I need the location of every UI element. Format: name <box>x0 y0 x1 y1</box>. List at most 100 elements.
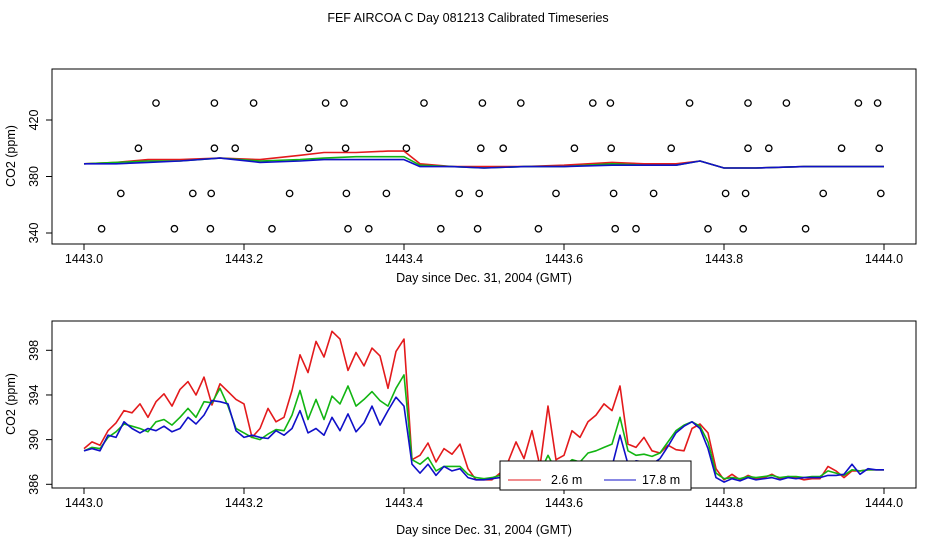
top-x-axis-label: Day since Dec. 31, 2004 (GMT) <box>396 271 572 285</box>
top-y-tick-label: 340 <box>27 223 41 244</box>
scatter-marker <box>873 99 882 107</box>
top-y-tick-label: 380 <box>27 166 41 187</box>
scatter-marker <box>837 144 846 153</box>
top-line-layer <box>83 150 884 169</box>
bottom-x-axis: 1443.0 1443.2 1443.4 1443.6 1443.8 1444.0 <box>65 487 903 510</box>
top-plot-frame <box>51 68 917 245</box>
bottom-y-tick-label: 390 <box>27 429 41 450</box>
bottom-series-line-s1 <box>83 330 884 481</box>
scatter-marker <box>207 189 216 198</box>
scatter-marker <box>649 189 658 198</box>
bottom-x-tick-label: 1443.2 <box>225 496 263 510</box>
scatter-marker <box>341 144 350 153</box>
scatter-marker <box>876 189 885 198</box>
scatter-marker <box>632 224 640 233</box>
scatter-marker <box>516 99 525 107</box>
bottom-panel: 1443.0 1443.2 1443.4 1443.6 1443.8 1444.0 386… <box>4 320 917 537</box>
scatter-marker <box>436 224 445 233</box>
scatter-marker <box>268 224 276 233</box>
scatter-marker <box>364 224 373 233</box>
scatter-marker <box>210 144 219 153</box>
scatter-marker <box>854 99 863 107</box>
top-series-line-blue <box>84 157 884 169</box>
top-y-axis: 340 380 420 <box>27 110 52 244</box>
scatter-marker <box>552 189 560 198</box>
scatter-marker <box>667 144 676 153</box>
scatter-marker <box>340 99 348 107</box>
scatter-marker <box>152 99 160 107</box>
scatter-marker <box>744 144 752 153</box>
scatter-marker <box>402 144 411 153</box>
scatter-marker <box>607 144 616 153</box>
bottom-plot-frame <box>51 320 917 489</box>
scatter-marker <box>475 189 484 198</box>
scatter-marker <box>231 144 240 153</box>
scatter-marker <box>188 189 197 198</box>
scatter-marker <box>606 99 615 107</box>
scatter-marker <box>721 189 730 198</box>
scatter-marker <box>206 224 215 233</box>
bottom-line-layer <box>83 330 884 483</box>
scatter-marker <box>819 189 828 198</box>
top-y-axis-label: CO2 (ppm) <box>4 125 18 187</box>
bottom-x-tick-label: 1443.8 <box>705 496 743 510</box>
scatter-marker <box>478 99 487 107</box>
scatter-marker <box>210 99 219 107</box>
scatter-marker <box>741 189 750 198</box>
scatter-marker <box>704 224 712 233</box>
bottom-y-axis: 386 390 394 398 <box>27 340 52 495</box>
scatter-marker <box>476 144 485 153</box>
top-x-tick-label: 1443.6 <box>545 252 583 266</box>
scatter-marker <box>588 99 597 107</box>
top-x-tick-label: 1443.2 <box>225 252 263 266</box>
scatter-marker <box>534 224 543 233</box>
scatter-marker <box>249 99 258 107</box>
top-x-tick-label: 1443.0 <box>65 252 103 266</box>
top-x-tick-label: 1443.4 <box>385 252 423 266</box>
legend-label-2-6m: 2.6 m <box>551 473 582 487</box>
scatter-marker <box>285 189 294 198</box>
bottom-x-tick-label: 1444.0 <box>865 496 903 510</box>
scatter-marker <box>134 144 143 153</box>
scatter-marker <box>685 99 694 107</box>
bottom-x-tick-label: 1443.6 <box>545 496 583 510</box>
bottom-series-line-s2 <box>83 374 884 480</box>
scatter-marker <box>875 144 884 153</box>
scatter-marker <box>455 189 464 198</box>
scatter-marker <box>570 144 579 153</box>
scatter-marker <box>97 224 106 233</box>
top-marker-layer <box>97 99 885 233</box>
scatter-marker <box>344 224 352 233</box>
bottom-y-tick-label: 394 <box>27 384 41 405</box>
bottom-x-tick-label: 1443.4 <box>385 496 423 510</box>
scatter-marker <box>116 189 125 198</box>
chart-title: FEF AIRCOA C Day 081213 Calibrated Times… <box>327 11 608 25</box>
legend-label-17-8m: 17.8 m <box>642 473 680 487</box>
scatter-marker <box>342 189 351 198</box>
scatter-marker <box>382 189 391 198</box>
top-x-axis: 1443.0 1443.2 1443.4 1443.6 1443.8 1444.0 <box>65 243 903 266</box>
chart-legend: 2.6 m 17.8 m <box>499 460 692 491</box>
top-x-tick-label: 1443.8 <box>705 252 743 266</box>
bottom-y-tick-label: 386 <box>27 474 41 495</box>
scatter-marker <box>304 144 313 153</box>
scatter-marker <box>420 99 428 107</box>
scatter-marker <box>321 99 330 107</box>
scatter-marker <box>764 144 773 153</box>
scatter-marker <box>499 144 508 153</box>
scatter-marker <box>739 224 748 233</box>
bottom-series-line-s3 <box>83 396 884 483</box>
bottom-y-tick-label: 398 <box>27 340 41 361</box>
top-panel: 1443.0 1443.2 1443.4 1443.6 1443.8 1444.0 340… <box>4 68 917 285</box>
scatter-marker <box>801 224 810 233</box>
scatter-marker <box>744 99 752 107</box>
bottom-x-axis-label: Day since Dec. 31, 2004 (GMT) <box>396 523 572 537</box>
scatter-marker <box>609 189 618 198</box>
scatter-marker <box>611 224 620 233</box>
bottom-y-axis-label: CO2 (ppm) <box>4 373 18 435</box>
top-x-tick-label: 1444.0 <box>865 252 903 266</box>
scatter-marker <box>473 224 482 233</box>
legend-box <box>499 460 692 491</box>
bottom-x-tick-label: 1443.0 <box>65 496 103 510</box>
